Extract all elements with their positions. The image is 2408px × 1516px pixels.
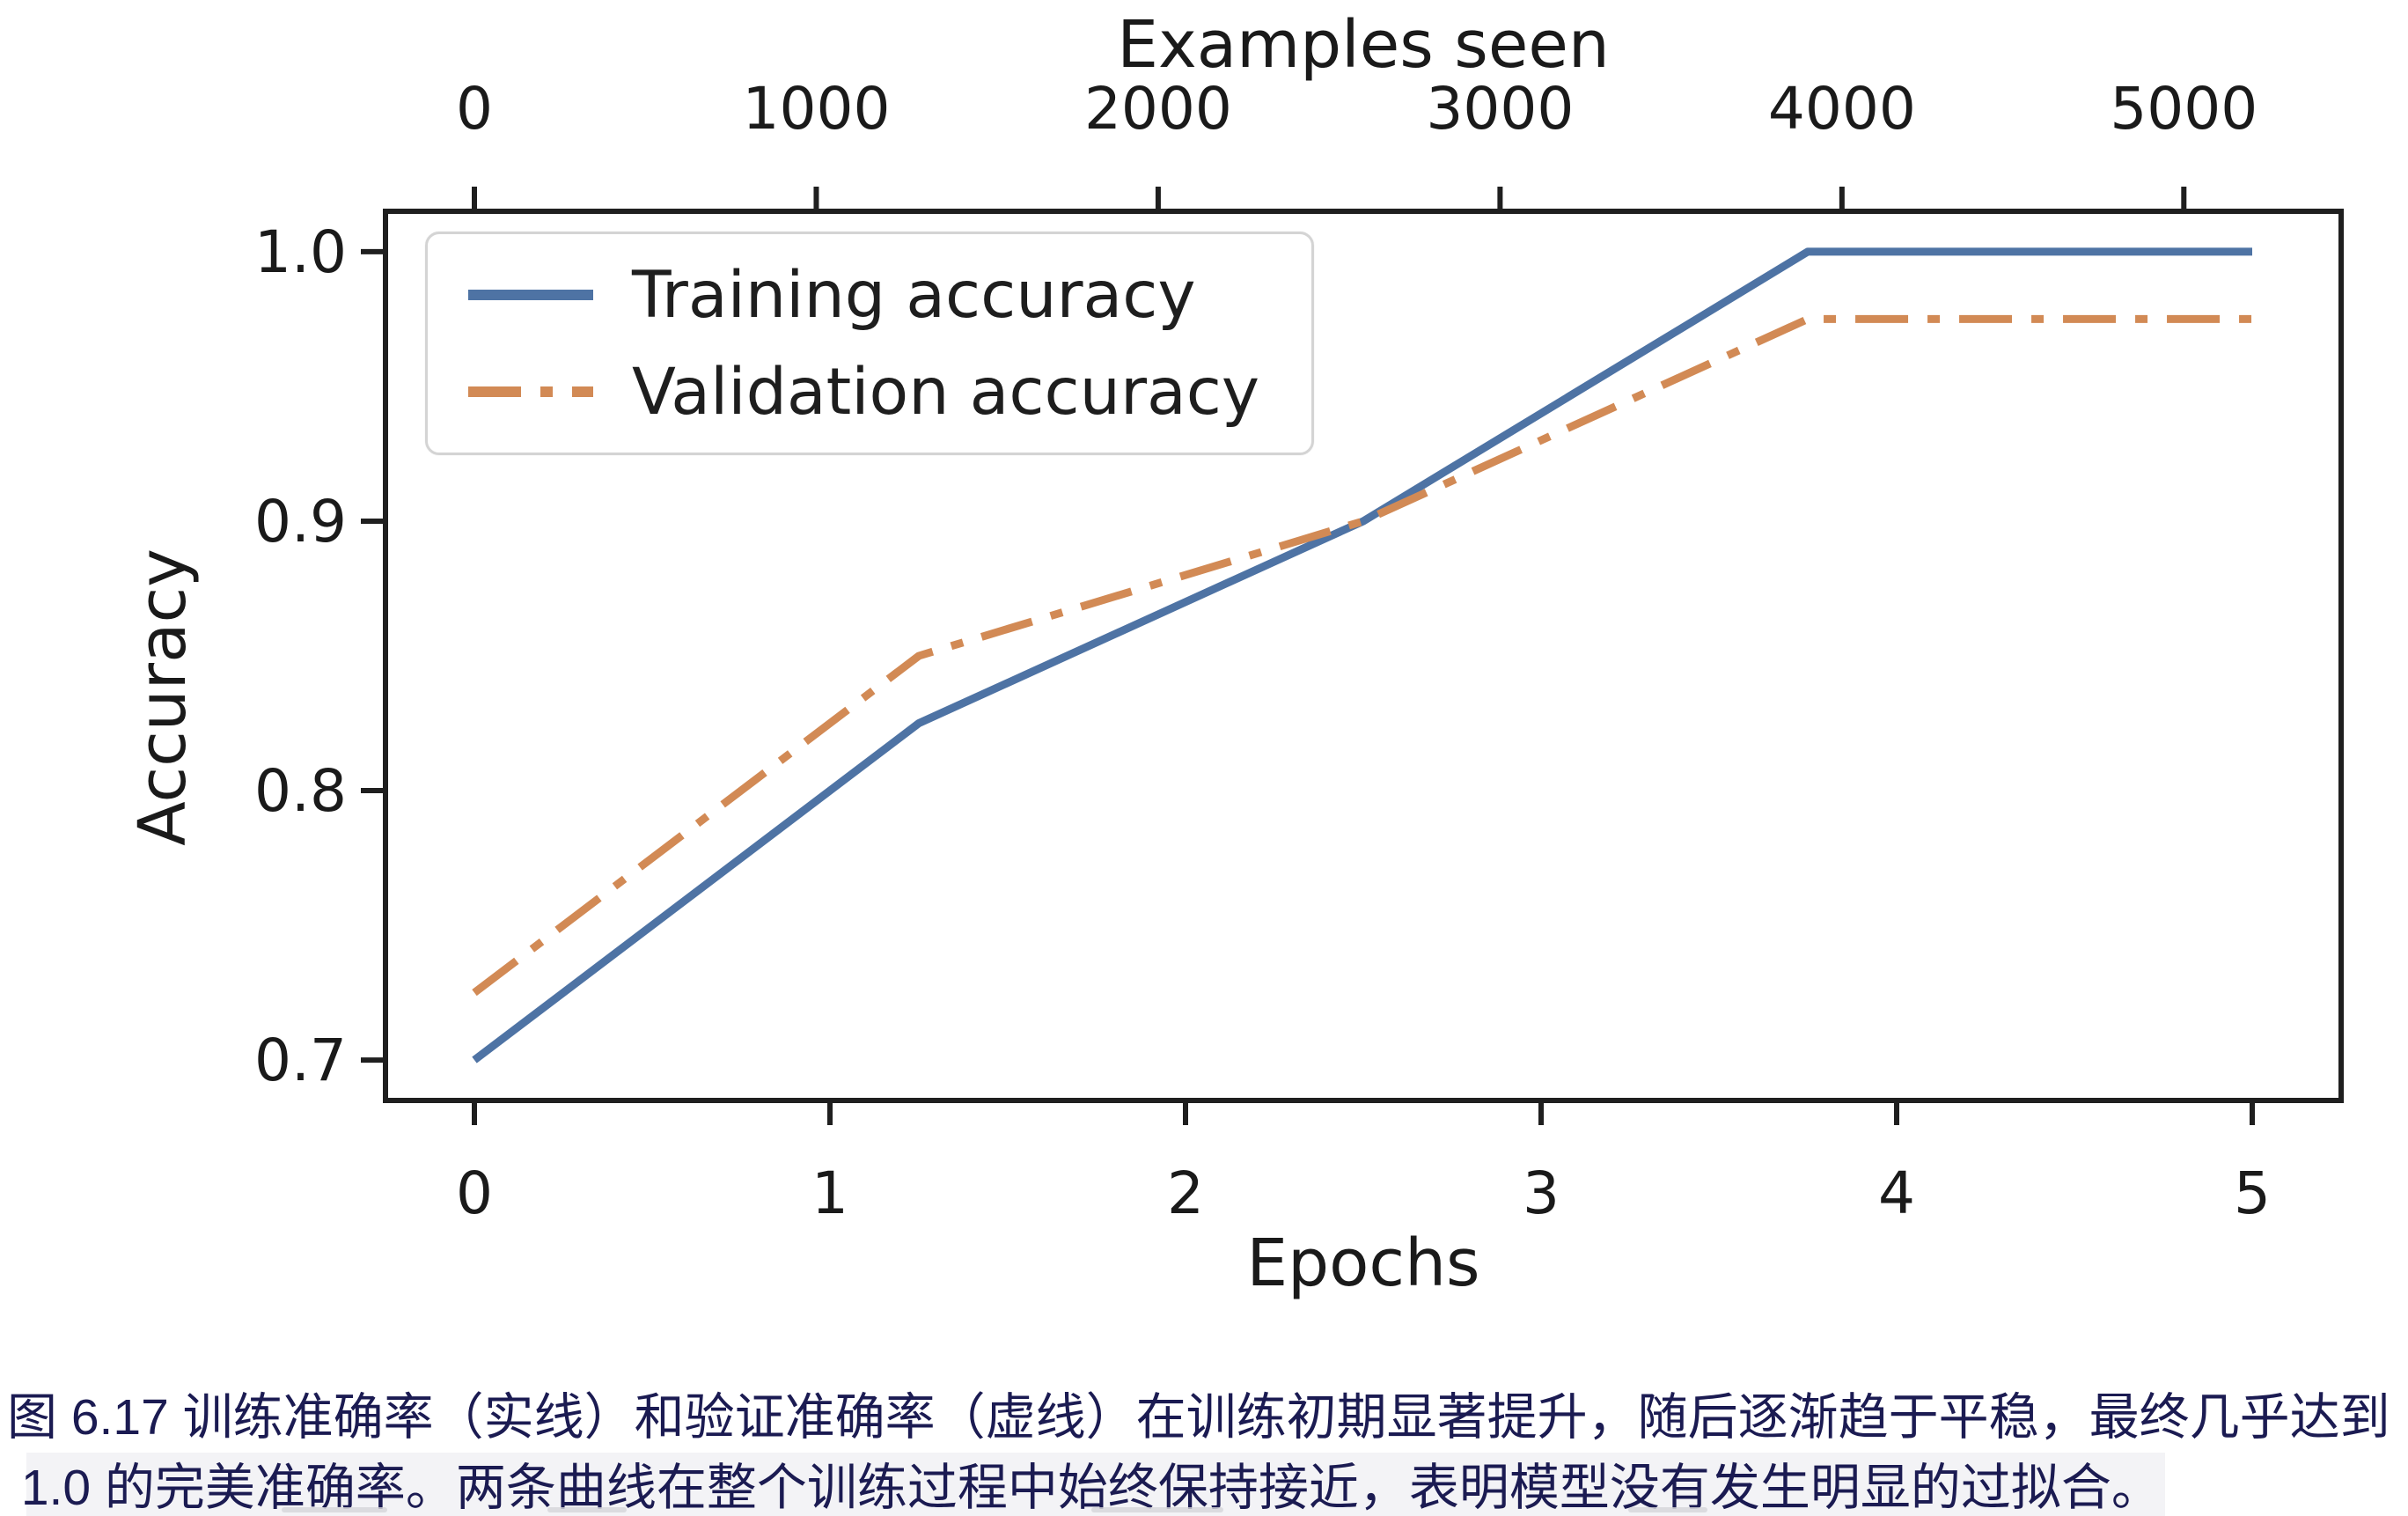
y-axis-tick-label: 0.8 [254, 757, 347, 825]
accuracy-figure: 0 1 2 3 4 5 0 1000 2000 3000 4000 5000 0.7 0.8 0.9 1.0 … [125, 7, 2344, 1301]
top-axis-tick-label: 4000 [1768, 75, 1916, 143]
legend-entry-training: Training accuracy [465, 258, 1311, 333]
top-axis-tick-label: 0 [456, 75, 493, 143]
x-axis-tick-label: 2 [1167, 1159, 1204, 1227]
training-accuracy-line [472, 247, 2252, 1063]
x-axis-tick-label: 4 [1878, 1159, 1915, 1227]
top-axis-title: Examples seen [1117, 7, 1610, 83]
page-edge-artifact [1091, 1507, 1223, 1512]
page-edge-artifact [547, 1507, 627, 1512]
top-axis-tick-label: 3000 [1426, 75, 1574, 143]
x-axis-tick-label: 3 [1523, 1159, 1560, 1227]
top-axis-tick-label: 2000 [1084, 75, 1232, 143]
caption-highlight-band [26, 1453, 2165, 1516]
legend-label-training: Training accuracy [632, 257, 1196, 333]
accuracy-chart: 0 1 2 3 4 5 0 1000 2000 3000 4000 5000 0.7 0.8 0.9 1.0 [254, 75, 2344, 1227]
page-edge-artifact [1628, 1507, 1707, 1512]
x-axis-title: Epochs [1246, 1225, 1480, 1301]
top-axis-tick-label: 1000 [742, 75, 890, 143]
legend-entry-validation: Validation accuracy [465, 355, 1311, 430]
legend-label-validation: Validation accuracy [632, 354, 1260, 430]
y-axis-tick-label: 0.9 [254, 488, 347, 556]
validation-line-sample-icon [468, 386, 593, 397]
x-axis-tick-label: 0 [456, 1159, 493, 1227]
plot-frame [383, 209, 2344, 1103]
page-edge-artifact [282, 1507, 387, 1512]
x-axis-tick-label: 1 [811, 1159, 848, 1227]
caption-line-2: 1.0 的完美准确率。两条曲线在整个训练过程中始终保持接近，表明模型没有发生明显… [7, 1460, 2162, 1516]
y-axis-tick-label: 1.0 [254, 218, 347, 286]
top-axis-tick-label: 5000 [2110, 75, 2258, 143]
y-axis-title: Accuracy [125, 548, 201, 846]
legend: Training accuracy Validation accuracy [425, 232, 1314, 455]
y-axis-tick-label: 0.7 [254, 1027, 347, 1094]
x-axis-tick-label: 5 [2234, 1159, 2271, 1227]
caption-line-1: 图 6.17 训练准确率（实线）和验证准确率（虚线）在训练初期显著提升，随后逐渐… [7, 1389, 2390, 1446]
training-line-sample-icon [468, 290, 593, 300]
